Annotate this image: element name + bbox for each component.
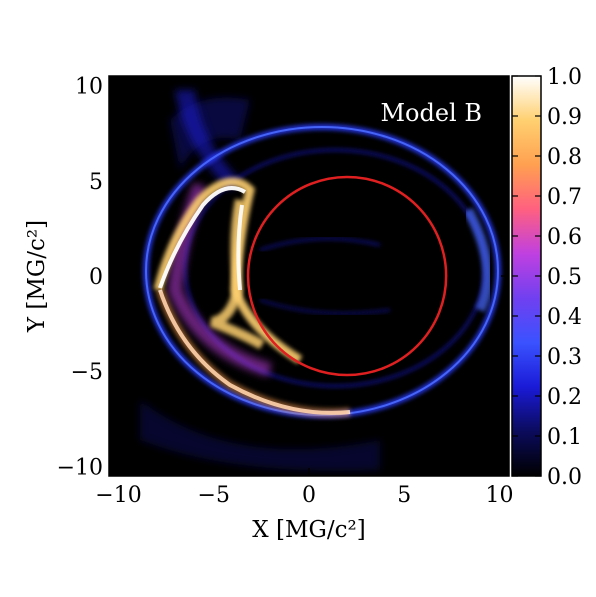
inner-streak-2	[259, 298, 391, 315]
upper-haze-2	[175, 90, 240, 190]
y-axis-ticks: −10 −5 0 5 10	[57, 75, 509, 480]
inner-bright-feature	[210, 199, 265, 350]
x-tick-label: −10	[95, 483, 141, 508]
y-axis-label: Y [MG/c²]	[24, 220, 50, 333]
colorbar-tick-label: 0.9	[547, 105, 582, 130]
y-tick-label: 0	[89, 265, 103, 290]
overlay-circle	[246, 175, 448, 377]
y-tick-label: −10	[57, 455, 103, 480]
model-annotation: Model B	[380, 99, 482, 127]
intensity-image	[140, 90, 501, 471]
inner-streak-1	[259, 237, 381, 252]
colorbar-tick-label: 0.3	[547, 345, 582, 370]
colorbar-ticks: 0.0 0.1 0.2 0.3 0.4 0.5 0.6 0.7 0.8 0.9 1.0	[512, 65, 582, 490]
lower-haze	[140, 400, 380, 471]
x-tick-label: 5	[397, 483, 411, 508]
x-tick-label: −5	[198, 483, 230, 508]
bright-arc-core	[158, 186, 247, 289]
colorbar-tick-label: 0.7	[547, 185, 582, 210]
colorbar-tick-label: 1.0	[547, 65, 582, 90]
y-tick-label: 10	[75, 75, 103, 100]
inner-bright-core	[236, 204, 244, 291]
colorbar-tick-label: 0.1	[547, 425, 582, 450]
colorbar-tick-label: 0.4	[547, 305, 582, 330]
bright-arc	[153, 177, 303, 364]
colorbar-tick-label: 0.2	[547, 385, 582, 410]
colorbar-tick-label: 0.5	[547, 265, 582, 290]
x-axis-label: X [MG/c²]	[252, 517, 365, 543]
colorbar-tick-label: 0.6	[547, 225, 582, 250]
bright-lower-glow	[155, 288, 351, 418]
right-edge-arc	[463, 207, 493, 313]
overlay-layer	[246, 175, 448, 377]
x-tick-label: 0	[302, 483, 316, 508]
x-tick-label: 10	[485, 483, 513, 508]
y-tick-label: −5	[71, 360, 103, 385]
y-tick-label: 5	[89, 170, 103, 195]
x-axis-ticks: −10 −5 0 5 10	[95, 76, 513, 508]
colorbar-tick-label: 0.0	[547, 465, 582, 490]
colorbar-tick-label: 0.8	[547, 145, 582, 170]
